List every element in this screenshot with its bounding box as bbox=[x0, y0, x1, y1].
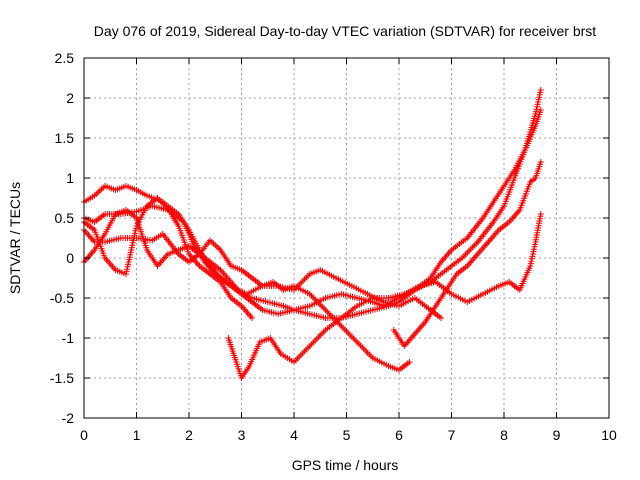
series-arc-6 bbox=[225, 211, 544, 381]
series-line bbox=[83, 109, 542, 315]
series-markers bbox=[390, 159, 544, 349]
y-tick-labels: -2 -1.5 -1 -0.5 0 0.5 1 1.5 2 2.5 bbox=[50, 50, 74, 426]
y-tick-label: 1 bbox=[66, 170, 74, 186]
y-tick-label: 0.5 bbox=[55, 210, 75, 226]
chart-title: Day 076 of 2019, Sidereal Day-to-day VTE… bbox=[94, 23, 596, 39]
marker-path bbox=[390, 159, 544, 349]
series-markers bbox=[225, 211, 544, 381]
x-tick-label: 1 bbox=[133, 427, 141, 443]
y-tick-label: 1.5 bbox=[55, 130, 75, 146]
data-series bbox=[81, 87, 544, 381]
x-tick-labels: 0 1 2 3 4 5 6 7 8 9 10 bbox=[80, 427, 617, 443]
x-axis-label: GPS time / hours bbox=[292, 457, 399, 473]
axis-ticks bbox=[83, 57, 610, 419]
x-tick-label: 6 bbox=[395, 427, 403, 443]
x-tick-label: 10 bbox=[601, 427, 617, 443]
x-tick-label: 4 bbox=[290, 427, 298, 443]
y-axis-label: SDTVAR / TECUs bbox=[7, 182, 23, 294]
y-tick-label: 2.5 bbox=[55, 50, 75, 66]
y-tick-label: -1 bbox=[62, 330, 75, 346]
y-tick-label: -2 bbox=[62, 410, 75, 426]
y-tick-label: 2 bbox=[66, 90, 74, 106]
marker-path bbox=[225, 211, 544, 381]
x-tick-label: 0 bbox=[80, 427, 88, 443]
x-tick-label: 8 bbox=[500, 427, 508, 443]
y-tick-label: -0.5 bbox=[50, 290, 74, 306]
x-tick-label: 3 bbox=[238, 427, 246, 443]
x-tick-label: 9 bbox=[553, 427, 561, 443]
y-tick-label: 0 bbox=[66, 250, 74, 266]
grid-lines bbox=[84, 58, 609, 418]
x-tick-label: 2 bbox=[185, 427, 193, 443]
series-arc-7 bbox=[390, 159, 544, 349]
x-tick-label: 5 bbox=[343, 427, 351, 443]
y-tick-label: -1.5 bbox=[50, 370, 74, 386]
x-tick-label: 7 bbox=[448, 427, 456, 443]
